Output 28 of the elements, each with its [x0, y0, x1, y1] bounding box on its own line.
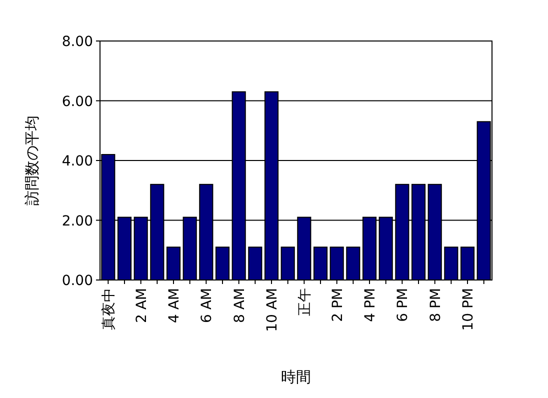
bar: [248, 246, 262, 280]
y-axis-title: 訪問数の平均: [23, 116, 41, 206]
x-tick-label: 6 PM: [395, 288, 412, 322]
bar: [166, 246, 181, 280]
x-tick-label: 2 AM: [134, 288, 150, 324]
x-tick-label: 8 AM: [232, 288, 248, 324]
x-tick-label: 10 PM: [460, 288, 476, 331]
bar: [346, 246, 360, 280]
x-tick-label: 10 AM: [264, 288, 280, 332]
y-tick-label: 6.00: [62, 94, 93, 110]
x-tick-label: 真夜中: [101, 288, 118, 330]
x-tick-label: 2 PM: [330, 288, 346, 322]
bar: [313, 246, 328, 280]
y-tick-label: 0.00: [62, 273, 93, 289]
y-tick-label: 2.00: [62, 213, 93, 230]
bar: [215, 246, 230, 280]
y-tick-label: 4.00: [62, 154, 93, 170]
x-tick-label: 6 AM: [199, 288, 216, 324]
bar: [280, 246, 295, 280]
x-tick-label: 8 PM: [428, 288, 444, 322]
bar: [444, 246, 458, 280]
x-axis-title: 時間: [281, 368, 311, 386]
x-tick-label: 正午: [297, 288, 314, 316]
x-tick-label: 4 PM: [362, 288, 378, 322]
bar: [460, 246, 475, 280]
x-tick-label: 4 AM: [166, 288, 182, 324]
bar: [330, 246, 344, 280]
y-tick-label: 8.00: [62, 34, 93, 50]
